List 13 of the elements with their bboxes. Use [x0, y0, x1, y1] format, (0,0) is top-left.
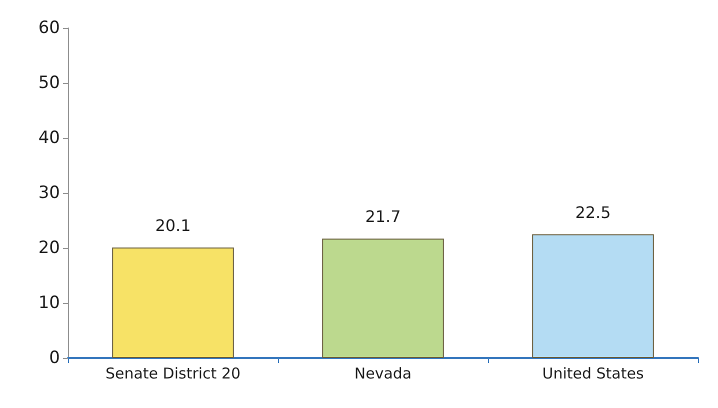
- data-label: 22.5: [575, 202, 611, 222]
- y-tick-label: 20: [38, 238, 60, 258]
- y-tick-label: 60: [38, 18, 60, 38]
- y-tick-label: 30: [38, 183, 60, 203]
- y-tick-label: 0: [49, 348, 60, 368]
- y-tick-label: 40: [38, 128, 60, 148]
- y-tick-label: 50: [38, 73, 60, 93]
- data-label: 21.7: [365, 207, 401, 226]
- x-tick-label: United States: [542, 364, 644, 382]
- x-tick-label: Nevada: [354, 364, 412, 382]
- y-tick-label: 10: [38, 293, 60, 313]
- data-label: 20.1: [155, 216, 191, 235]
- x-tick-label: Senate District 20: [105, 364, 241, 382]
